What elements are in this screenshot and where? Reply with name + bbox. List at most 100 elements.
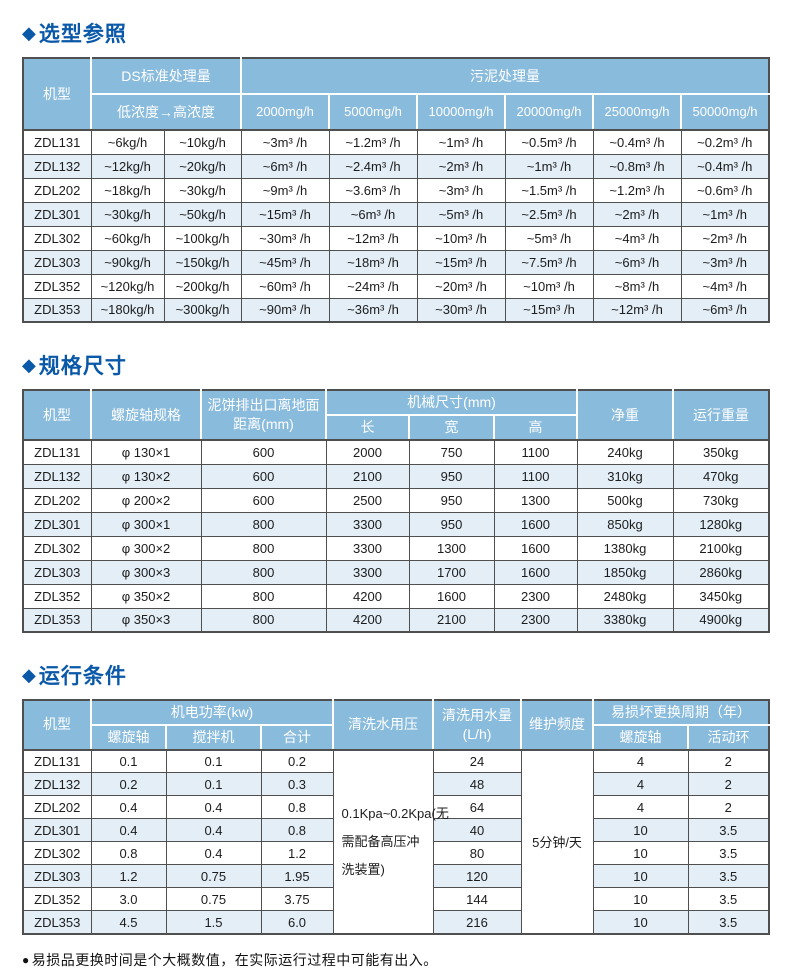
table-row: ZDL301 0.4 0.4 0.8 40 10 3.5 (22, 818, 770, 843)
model-cell: ZDL352 (22, 887, 92, 912)
table-cell: 64 (432, 795, 522, 820)
model-cell: ZDL202 (22, 795, 92, 820)
table-cell: 3.75 (260, 887, 334, 912)
table-cell: ~0.6m³ /h (680, 177, 770, 203)
table-cell: 1280kg (672, 511, 770, 537)
table-cell: ~90kg/h (90, 249, 165, 275)
col-header-rate-10000: 10000mg/h (417, 94, 507, 131)
table-cell: ~3.6m³ /h (328, 177, 418, 203)
diamond-icon: ◆ (22, 354, 37, 375)
table-cell: ~5m³ /h (416, 201, 506, 227)
table-cell: ~24m³ /h (328, 273, 418, 299)
table-cell: ~150kg/h (163, 249, 242, 275)
table-cell: ~6m³ /h (240, 153, 330, 179)
table-cell: ~6m³ /h (328, 201, 418, 227)
model-cell: ZDL353 (22, 607, 92, 633)
table-cell: ~6kg/h (90, 129, 165, 155)
header-row: 长 宽 高 (23, 415, 769, 441)
maintenance-merged-cell: 5分钟/天 (520, 749, 594, 935)
table-cell: φ 130×2 (90, 463, 202, 489)
section-operation: ◆ 运行条件 机型 机电功率(kw) 清洗水用压 清洗用水量(L/h) 维护频度… (22, 660, 771, 935)
table-cell: ~30kg/h (163, 177, 242, 203)
header-row: 低浓度→高浓度 2000mg/h 5000mg/h 10000mg/h 2000… (23, 94, 771, 131)
table-cell: 2100kg (672, 535, 770, 561)
table-cell: ~60m³ /h (240, 273, 330, 299)
table-cell: 1300 (493, 487, 578, 513)
table-cell: 1.95 (260, 864, 334, 889)
table-cell: ~2m³ /h (416, 153, 506, 179)
table-cell: ~2.5m³ /h (504, 201, 594, 227)
table-cell: 0.4 (165, 818, 262, 843)
table-cell: 0.1 (165, 772, 262, 797)
table-cell: φ 300×2 (90, 535, 202, 561)
col-header-wash-pressure: 清洗水用压 (333, 700, 435, 751)
table-cell: 3.5 (687, 818, 770, 843)
table-cell: 2000 (325, 439, 410, 465)
header-row: 机型 DS标准处理量 污泥处理量 (23, 58, 771, 131)
model-cell: ZDL352 (22, 273, 92, 299)
table-cell: ~6m³ /h (592, 249, 682, 275)
table-cell: 10 (592, 864, 689, 889)
col-header-rate-25000: 25000mg/h (593, 94, 683, 131)
table-row: ZDL352 ~120kg/h ~200kg/h ~60m³ /h ~24m³ /h ~2… (22, 273, 770, 299)
table-cell: φ 350×2 (90, 583, 202, 609)
table-cell: 800 (200, 583, 327, 609)
table-row: ZDL302 φ 300×2 800 3300 1300 1600 1380kg 2100kg (22, 535, 770, 561)
table-cell: 1.2 (90, 864, 167, 889)
table-cell: 1600 (493, 535, 578, 561)
footer-note-text: 易损品更换时间是个大概数值，在实际运行过程中可能有出入。 (31, 951, 438, 968)
table-cell: 3300 (325, 511, 410, 537)
table-cell: 1100 (493, 463, 578, 489)
table-cell: 1600 (408, 583, 495, 609)
table-cell: 800 (200, 559, 327, 585)
table-cell: ~10m³ /h (504, 273, 594, 299)
table-cell: ~12m³ /h (328, 225, 418, 251)
table-row: ZDL303 φ 300×3 800 3300 1700 1600 1850kg 2860kg (22, 559, 770, 585)
table-cell: 500kg (576, 487, 674, 513)
table-cell: 0.8 (90, 841, 167, 866)
table-cell: 2480kg (576, 583, 674, 609)
table-cell: 0.8 (260, 795, 334, 820)
table-cell: ~8m³ /h (592, 273, 682, 299)
col-header-ds-group: DS标准处理量 (91, 58, 243, 95)
model-cell: ZDL131 (22, 749, 92, 774)
col-header-machine-size: 机械尺寸(mm) (326, 390, 578, 416)
bullet-icon: ● (22, 952, 30, 967)
table-row: ZDL202 ~18kg/h ~30kg/h ~9m³ /h ~3.6m³ /h ~3m³… (22, 177, 770, 203)
table-cell: ~30m³ /h (240, 225, 330, 251)
col-header-ds-range: 低浓度→高浓度 (91, 94, 243, 131)
table-cell: 1.5 (165, 910, 262, 935)
table-cell: 3.5 (687, 841, 770, 866)
table-row: ZDL132 ~12kg/h ~20kg/h ~6m³ /h ~2.4m³ /h ~2m³… (22, 153, 770, 179)
table-cell: 120 (432, 864, 522, 889)
wash-pressure-merged-cell: 0.1Kpa~0.2Kpa(无需配备高压冲洗装置) (332, 749, 449, 935)
section-title-text: 选型参照 (38, 23, 127, 46)
table-cell: 1300 (408, 535, 495, 561)
table-row: ZDL132 0.2 0.1 0.3 48 4 2 (22, 772, 770, 797)
section-title-dimensions: ◆ 规格尺寸 (22, 350, 768, 380)
table-cell: 216 (432, 910, 522, 935)
table-cell: ~1.2m³ /h (328, 129, 418, 155)
col-header-power-mixer: 搅拌机 (166, 724, 262, 751)
table-row: ZDL202 φ 200×2 600 2500 950 1300 500kg 730kg (22, 487, 770, 513)
model-cell: ZDL132 (22, 772, 92, 797)
table-cell: 40 (432, 818, 522, 843)
table-cell: 0.1 (165, 749, 262, 774)
table-cell: 80 (432, 841, 522, 866)
table-cell: 3.5 (687, 864, 770, 889)
table-cell: ~45m³ /h (240, 249, 330, 275)
col-header-model: 机型 (23, 58, 92, 131)
model-cell: ZDL303 (22, 559, 92, 585)
table-cell: 1380kg (576, 535, 674, 561)
table-cell: 1100 (493, 439, 578, 465)
table-cell: 4900kg (672, 607, 770, 633)
table-cell: 750 (408, 439, 495, 465)
col-header-model: 机型 (23, 390, 92, 441)
table-cell: 240kg (576, 439, 674, 465)
table-cell: ~5m³ /h (504, 225, 594, 251)
table-cell: 1850kg (576, 559, 674, 585)
table-cell: 2300 (493, 583, 578, 609)
table-cell: 4 (592, 749, 689, 774)
table-row: ZDL352 3.0 0.75 3.75 144 10 3.5 (22, 887, 770, 912)
